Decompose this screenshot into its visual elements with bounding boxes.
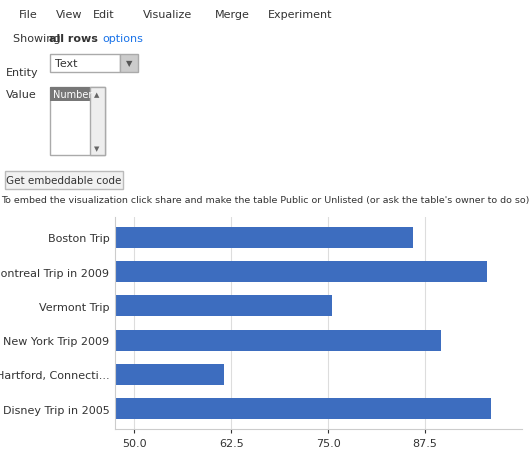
Text: Merge: Merge (215, 11, 250, 20)
Text: all rows: all rows (49, 34, 98, 44)
Bar (50, 88, 105, 156)
Bar (0, 398, 491, 420)
Text: Edit: Edit (93, 11, 114, 20)
Bar (0, 364, 224, 385)
Text: Entity: Entity (6, 68, 39, 78)
Text: To embed the visualization click share and make the table Public or Unlisted (or: To embed the visualization click share a… (1, 195, 529, 204)
Text: Value: Value (6, 90, 37, 100)
Text: ▼: ▼ (126, 59, 132, 68)
Text: Get embeddable code: Get embeddable code (6, 176, 122, 185)
Bar (0, 227, 413, 248)
Bar (0, 330, 440, 351)
Bar (90, 88, 105, 156)
Text: ▼: ▼ (94, 146, 100, 151)
Text: Visualize: Visualize (143, 11, 192, 20)
Text: ▲: ▲ (94, 92, 100, 98)
Bar (0, 261, 487, 283)
Bar (0, 296, 332, 317)
Text: Text: Text (55, 59, 77, 69)
Text: options: options (102, 34, 143, 44)
Text: Number: Number (53, 90, 92, 100)
Bar (50, 55, 120, 73)
Bar (50, 88, 90, 102)
Text: File: File (19, 11, 37, 20)
Text: Showing: Showing (13, 34, 64, 44)
Bar (120, 55, 138, 73)
Text: View: View (56, 11, 82, 20)
Bar (5, 172, 123, 190)
Text: Experiment: Experiment (268, 11, 332, 20)
